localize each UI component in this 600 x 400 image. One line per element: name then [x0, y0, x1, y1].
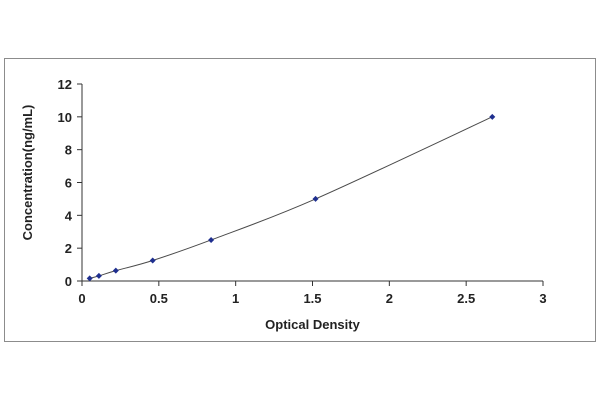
x-tick-label: 3	[539, 291, 546, 306]
x-tick-label: 1	[232, 291, 239, 306]
x-tick-label: 0.5	[150, 291, 168, 306]
tick-marks	[77, 83, 544, 286]
y-tick-label: 4	[65, 208, 73, 223]
x-tick-label: 2	[386, 291, 393, 306]
data-point	[149, 257, 156, 264]
y-tick-label: 6	[65, 176, 72, 191]
y-tick-labels: 0 2 4 6 8 10 12	[58, 77, 73, 289]
x-tick-label: 2.5	[457, 291, 475, 306]
data-points	[86, 113, 496, 282]
data-point	[489, 113, 496, 120]
y-axis-title: Concentration(ng/mL)	[20, 105, 35, 241]
y-tick-label: 10	[58, 110, 72, 125]
data-point	[312, 195, 319, 202]
data-point	[86, 275, 93, 282]
chart-frame	[4, 58, 596, 342]
data-point	[95, 272, 102, 279]
data-point	[112, 267, 119, 274]
x-tick-label: 1.5	[303, 291, 321, 306]
x-tick-label: 0	[78, 291, 85, 306]
y-tick-label: 2	[65, 241, 72, 256]
x-tick-labels: 0 0.5 1 1.5 2 2.5 3	[78, 291, 546, 306]
x-axis-title: Optical Density	[265, 317, 360, 332]
y-tick-label: 0	[65, 274, 72, 289]
y-tick-label: 8	[65, 143, 72, 158]
y-tick-label: 12	[58, 77, 72, 92]
data-point	[208, 236, 215, 243]
axes	[81, 84, 543, 282]
fit-curve	[89, 116, 493, 279]
